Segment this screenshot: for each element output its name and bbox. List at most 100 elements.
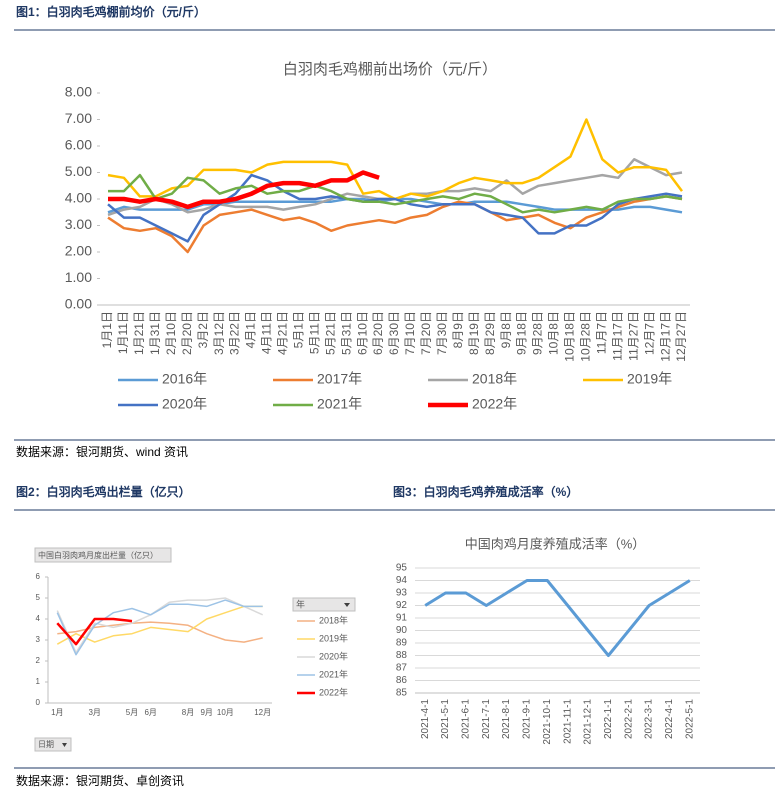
x-tick-label: 10月18日: [563, 311, 577, 362]
y-tick-label: 4: [36, 614, 41, 623]
x-tick-label: 11月17日: [610, 311, 624, 361]
legend-title-box: [292, 597, 356, 612]
y-tick-label: 89: [396, 638, 408, 649]
x-tick-label: 5月: [126, 708, 138, 717]
chart-title: 中国肉鸡月度养殖成活率（%）: [465, 536, 646, 551]
x-tick-label: 2021-10-1: [542, 699, 553, 745]
legend-label: 2022年: [319, 686, 348, 697]
x-tick-label: 6月30日: [387, 311, 401, 355]
series-line: [424, 579, 691, 657]
x-tick-label: 6月10日: [355, 311, 369, 355]
x-tick-label: 2022-4-1: [664, 699, 675, 739]
x-tick-label: 12月17日: [658, 311, 672, 362]
y-tick-label: 8.00: [65, 84, 92, 100]
x-tick-label: 11月27日: [626, 311, 640, 361]
x-tick-label: 10月8日: [547, 311, 561, 355]
x-tick-label: 9月8日: [499, 311, 513, 348]
y-tick-label: 94: [396, 575, 408, 586]
y-tick-label: 95: [396, 563, 408, 574]
x-tick-label: 3月22日: [228, 311, 242, 355]
legend-title: 年: [296, 598, 305, 609]
series-line: [107, 173, 683, 243]
series-line: [107, 118, 683, 201]
x-tick-label: 2021-7-1: [481, 699, 492, 739]
series-line: [56, 599, 263, 656]
legend-label: 2019年: [627, 371, 672, 387]
chart-title: 白羽肉毛鸡棚前出场价（元/斤）: [283, 61, 497, 78]
legend-label: 2018年: [319, 614, 348, 625]
x-tick-label: 1月1日: [100, 311, 114, 348]
caption: 图2：白羽肉毛鸡出栏量（亿只）: [16, 484, 191, 499]
x-tick-label: 1月: [51, 708, 63, 717]
y-tick-label: 3.00: [65, 216, 92, 232]
y-tick-label: 5: [36, 593, 41, 602]
x-tick-label: 2月20日: [180, 311, 194, 355]
y-tick-label: 7.00: [65, 110, 92, 126]
x-tick-label: 12月7日: [642, 311, 656, 355]
x-tick-label: 1月21日: [132, 311, 146, 355]
legend-label: 2021年: [319, 668, 348, 679]
y-tick-label: 91: [396, 613, 408, 624]
x-tick-label: 8月29日: [483, 311, 497, 355]
field-button[interactable]: [34, 737, 72, 752]
x-tick-label: 9月: [200, 708, 212, 717]
y-tick-label: 87: [396, 663, 408, 674]
legend-label: 2019年: [319, 632, 348, 643]
series-line: [108, 170, 380, 210]
dropdown-arrow: [344, 603, 350, 607]
title-box: [34, 547, 172, 563]
x-tick-label: 7月20日: [419, 311, 433, 355]
series-line: [56, 597, 264, 654]
series-line: [108, 173, 683, 214]
y-tick-label: 85: [396, 688, 408, 699]
x-tick-label: 8月: [182, 708, 194, 717]
legend-label: 2016年: [162, 371, 207, 387]
y-tick-label: 86: [396, 675, 408, 686]
x-tick-label: 12月27日: [674, 311, 688, 362]
x-tick-label: 9月28日: [531, 311, 545, 355]
y-tick-label: 92: [396, 600, 408, 611]
series-line: [107, 195, 683, 254]
x-tick-label: 2022-2-1: [623, 699, 634, 739]
x-tick-label: 2021-12-1: [583, 699, 594, 745]
x-tick-label: 4月1日: [244, 311, 258, 348]
y-tick-label: 3: [36, 635, 41, 644]
y-tick-label: 93: [396, 588, 408, 599]
y-tick-label: 1.00: [65, 269, 92, 285]
x-tick-label: 2021-9-1: [522, 699, 533, 739]
y-tick-label: 5.00: [65, 163, 92, 179]
x-tick-label: 2022-5-1: [684, 699, 695, 739]
y-tick-label: 6.00: [65, 137, 92, 153]
x-tick-label: 5月31日: [339, 311, 353, 355]
x-tick-label: 2021-4-1: [420, 699, 431, 739]
x-tick-label: 2021-11-1: [562, 699, 573, 744]
x-tick-label: 1月11日: [116, 311, 130, 354]
caption: 图3：白羽肉毛鸡养殖成活率（%）: [393, 484, 578, 499]
legend-label: 2022年: [472, 396, 517, 412]
source: 数据来源：银河期货、卓创资讯: [16, 773, 184, 788]
dropdown-arrow: [62, 743, 67, 747]
y-tick-label: 88: [396, 650, 408, 661]
series-line: [56, 605, 263, 645]
x-tick-label: 6月20日: [371, 311, 385, 355]
source: 数据来源：银河期货、wind 资讯: [16, 444, 188, 459]
series-line: [56, 617, 133, 646]
chart-title: 中国白羽肉鸡月度出栏量（亿只）: [38, 550, 158, 560]
x-tick-label: 3月12日: [212, 311, 226, 355]
x-tick-label: 12月: [254, 708, 271, 717]
x-tick-label: 6月: [144, 708, 156, 717]
x-tick-label: 2021-8-1: [501, 699, 512, 739]
x-tick-label: 2022-1-1: [603, 699, 614, 739]
x-tick-label: 11月7日: [594, 311, 608, 354]
x-tick-label: 1月31日: [148, 311, 162, 355]
y-tick-label: 90: [396, 625, 408, 636]
y-tick-label: 4.00: [65, 190, 92, 206]
y-tick-label: 0.00: [65, 296, 92, 312]
y-tick-label: 6: [36, 572, 41, 581]
x-tick-label: 10月28日: [579, 311, 593, 362]
x-tick-label: 8月19日: [467, 311, 481, 355]
x-tick-label: 3月: [88, 708, 100, 717]
y-tick-label: 2.00: [65, 243, 92, 259]
legend-label: 2018年: [472, 371, 517, 387]
